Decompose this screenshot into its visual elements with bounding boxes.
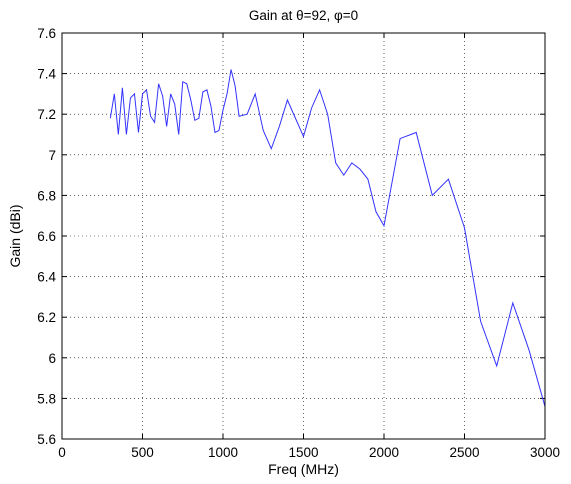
y-tick-label: 5.8 bbox=[37, 391, 56, 406]
y-tick-label: 5.6 bbox=[37, 432, 56, 447]
x-tick-label: 2500 bbox=[449, 445, 479, 460]
x-axis-title: Freq (MHz) bbox=[268, 461, 339, 477]
y-tick-label: 6.4 bbox=[37, 270, 56, 285]
x-tick-label: 3000 bbox=[530, 445, 560, 460]
y-tick-label: 7.4 bbox=[37, 67, 56, 82]
x-tick-label: 500 bbox=[131, 445, 154, 460]
x-tick-label: 2000 bbox=[369, 445, 399, 460]
x-tick-label: 1000 bbox=[208, 445, 238, 460]
x-tick-label: 1500 bbox=[288, 445, 318, 460]
y-tick-labels: 5.6 5.8 6 6.2 6.4 6.6 6.8 7 7.2 7.4 7.6 bbox=[37, 26, 56, 447]
series-layer bbox=[109, 69, 546, 407]
y-tick-label: 6 bbox=[48, 351, 56, 366]
y-axis-title: Gain (dBi) bbox=[7, 204, 23, 267]
y-tick-label: 7.6 bbox=[37, 26, 56, 41]
x-tick-labels: 0 500 1000 1500 2000 2500 3000 bbox=[58, 445, 560, 460]
x-tick-label: 0 bbox=[58, 445, 66, 460]
y-tick-label: 7 bbox=[48, 148, 56, 163]
grid bbox=[62, 33, 545, 439]
chart-title: Gain at θ=92, φ=0 bbox=[249, 8, 358, 23]
y-tick-label: 6.8 bbox=[37, 188, 56, 203]
plot-frame bbox=[61, 32, 546, 440]
y-tick-label: 7.2 bbox=[37, 107, 56, 122]
y-tick-label: 6.6 bbox=[37, 229, 56, 244]
series-line-0 bbox=[109, 69, 546, 407]
y-tick-label: 6.2 bbox=[37, 310, 56, 325]
